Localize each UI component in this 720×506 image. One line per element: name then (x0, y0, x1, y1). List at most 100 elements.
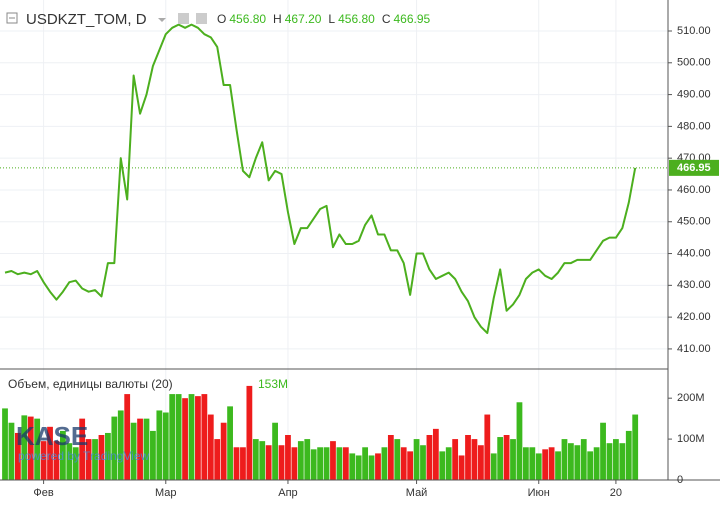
volume-bar (458, 455, 465, 480)
volume-bar (85, 439, 92, 480)
ohlc-value: 466.95 (393, 12, 430, 26)
volume-bar (490, 453, 497, 480)
ohlc-value: 456.80 (338, 12, 375, 26)
volume-bar (503, 435, 510, 480)
volume-bar (27, 416, 34, 480)
volume-bar (400, 447, 407, 480)
volume-bar (619, 443, 626, 480)
powered-by: powered by TradingView (18, 449, 150, 463)
volume-bar (420, 445, 426, 480)
y-tick-label: 440.00 (677, 247, 711, 259)
volume-bar (387, 435, 394, 480)
ohlc-value: 467.20 (285, 12, 322, 26)
last-price-label: 466.95 (677, 162, 711, 174)
ohlc-legend: O 456.80 H 467.20 L 456.80 C 466.95 (217, 12, 431, 26)
symbol-menu[interactable] (158, 18, 166, 22)
volume-bar (272, 422, 278, 480)
volume-value: 153M (258, 377, 288, 391)
volume-bar (580, 439, 587, 480)
volume-bar (195, 396, 201, 480)
volume-bar (375, 453, 381, 480)
y-tick-label: 480.00 (677, 120, 711, 132)
volume-bar (201, 394, 208, 480)
volume-title: Объем, единицы валюты (20) (8, 377, 173, 391)
volume-bar (2, 408, 8, 480)
collapse-icon[interactable] (6, 12, 18, 24)
volume-bar (574, 445, 581, 480)
volume-bar (497, 437, 504, 480)
volume-bar (342, 447, 349, 480)
y-tick-label: 410.00 (677, 343, 711, 355)
volume-bar (632, 414, 639, 480)
volume-bar (522, 447, 529, 480)
volume-bar (471, 439, 478, 480)
volume-bar (323, 447, 330, 480)
x-tick-label: Июн (528, 487, 550, 499)
volume-bar (130, 422, 137, 480)
volume-bar (278, 445, 285, 480)
settings-icon[interactable] (196, 13, 207, 24)
volume-bar (246, 385, 253, 480)
y-tick-label: 510.00 (677, 25, 711, 37)
ohlc-key: L (328, 12, 335, 26)
volume-bar (593, 447, 600, 480)
volume-bar (317, 447, 324, 480)
volume-bar (349, 453, 356, 480)
volume-bar (34, 418, 41, 480)
volume-bar (285, 435, 291, 480)
volume-bar (555, 451, 561, 480)
ohlc-key: C (382, 12, 391, 26)
symbol-title: USDKZT_TOM, D (26, 11, 147, 28)
y2-tick-label: 200M (677, 392, 705, 404)
volume-bar (214, 439, 221, 480)
volume-bar (162, 412, 169, 480)
volume-bar (445, 447, 452, 480)
x-tick-label: Май (406, 487, 428, 499)
volume-bar (92, 439, 98, 480)
volume-bar (169, 394, 176, 480)
volume-bar (368, 455, 375, 480)
volume-bar (143, 418, 150, 480)
x-tick-label: Апр (278, 487, 297, 499)
ohlc-key: H (273, 12, 282, 26)
ohlc-key: O (217, 12, 226, 26)
marks (0, 23, 668, 480)
volume-bar (625, 430, 632, 480)
volume-bar (310, 449, 317, 480)
volume-bar (477, 445, 484, 480)
y2-tick-label: 100M (677, 433, 705, 445)
volume-bar (252, 439, 259, 480)
y-tick-label: 500.00 (677, 57, 711, 69)
volume-bar (413, 439, 420, 480)
volume-bar (439, 451, 446, 480)
volume-bar (182, 398, 188, 480)
volume-bar (452, 439, 459, 480)
volume-bar (207, 414, 214, 480)
volume-bar (240, 447, 246, 480)
volume-bar (394, 439, 401, 480)
volume-bar (117, 410, 124, 480)
volume-bar (98, 435, 105, 480)
volume-bar (600, 422, 606, 480)
volume-bar (516, 402, 523, 480)
ohlc-value: 456.80 (229, 12, 266, 26)
volume-bar (21, 415, 28, 480)
volume-bar (233, 447, 240, 480)
volume-bar (432, 428, 439, 480)
volume-bar (8, 422, 15, 480)
y-tick-label: 450.00 (677, 216, 711, 228)
volume-bar (220, 422, 227, 480)
settings-icon[interactable] (178, 13, 189, 24)
volume-bar (105, 432, 111, 480)
volume-bar (59, 430, 66, 480)
volume-bar (66, 443, 73, 480)
volume-bar (53, 441, 60, 480)
volume-bar (407, 451, 414, 480)
volume-bar (259, 441, 266, 480)
volume-bar (330, 441, 336, 480)
volume-bar (587, 451, 594, 480)
price-line (4, 23, 637, 335)
volume-bar (227, 406, 233, 480)
